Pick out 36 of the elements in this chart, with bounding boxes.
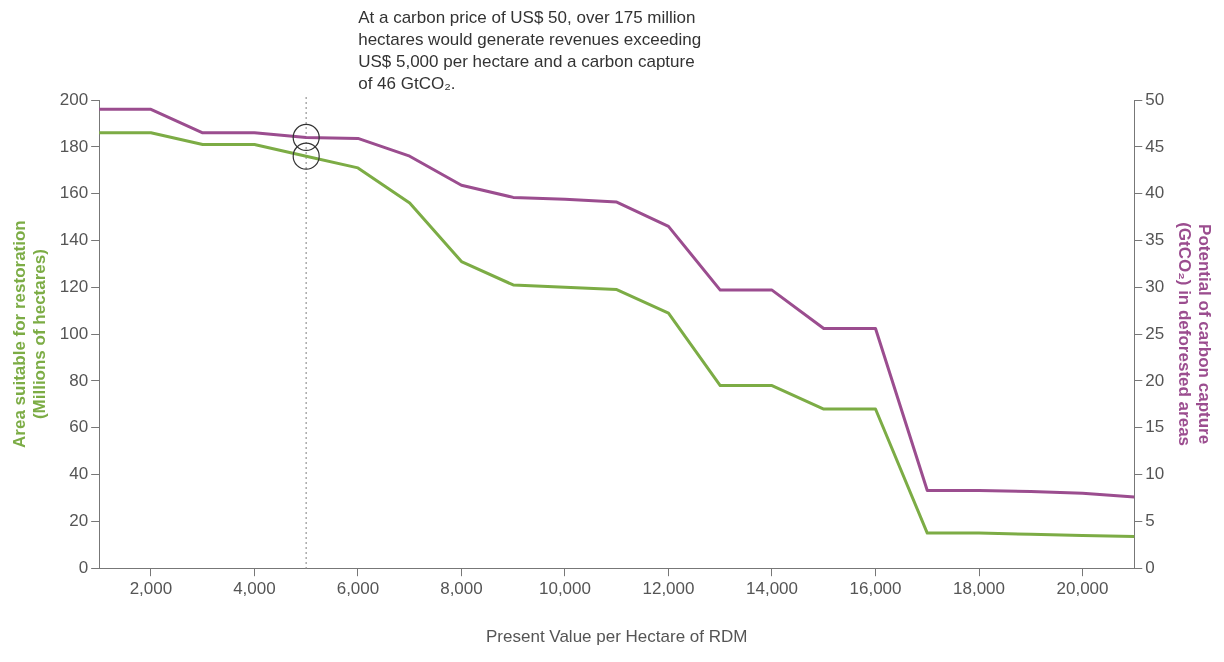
y-tick-label: 140 [59, 230, 89, 250]
y2-tick-label: 25 [1145, 323, 1165, 343]
y2-tick-label: 5 [1145, 511, 1155, 531]
x-tick-label: 4,000 [233, 579, 276, 599]
y2-tick-label: 10 [1145, 464, 1165, 484]
x-tick-label: 20,000 [1056, 579, 1109, 599]
y-tick-label: 160 [59, 183, 89, 203]
x-tick-label: 10,000 [538, 579, 591, 599]
x-tick-label: 18,000 [953, 579, 1006, 599]
y2-tick-label: 45 [1145, 136, 1165, 156]
x-tick-label: 6,000 [336, 579, 380, 599]
x-tick-label: 16,000 [849, 579, 902, 599]
y-tick-label: 40 [69, 464, 89, 484]
y-tick-label: 0 [78, 557, 89, 577]
x-tick-label: 2,000 [129, 579, 173, 599]
text: At a carbon price of US$ 50, over 175 million hectares would generate revenues exceeding US$ 5,000 per hectare and a carbon capture of 46 GtCO₂. [358, 8, 702, 94]
y-tick-label: 60 [69, 417, 89, 437]
x-tick-label: 12,000 [642, 579, 695, 599]
y-tick-label: 200 [59, 89, 89, 109]
y-tick-label: 180 [59, 136, 89, 156]
y2-tick-label: 0 [1145, 557, 1155, 577]
y2-tick-label: 15 [1145, 417, 1165, 437]
y-axis-title: Area suitable for restoration (Millions of hectares) [9, 220, 50, 448]
y-tick-label: 100 [59, 323, 89, 343]
y-tick-label: 120 [59, 276, 89, 296]
x-axis-title: Present Value per Hectare of RDM [486, 627, 748, 647]
y2-tick-label: 50 [1145, 89, 1165, 109]
y2-tick-label: 40 [1145, 183, 1165, 203]
y2-axis-title: Potential of carbon capture (GtCO₂) in deforested areas [1174, 222, 1215, 447]
y-tick-label: 20 [69, 511, 89, 531]
y2-tick-label: 20 [1145, 370, 1165, 390]
x-tick-label: 14,000 [746, 579, 798, 599]
y-tick-label: 80 [69, 370, 89, 390]
x-tick-label: 8,000 [440, 579, 483, 599]
y2-tick-label: 30 [1145, 276, 1165, 296]
y2-tick-label: 35 [1145, 230, 1165, 250]
